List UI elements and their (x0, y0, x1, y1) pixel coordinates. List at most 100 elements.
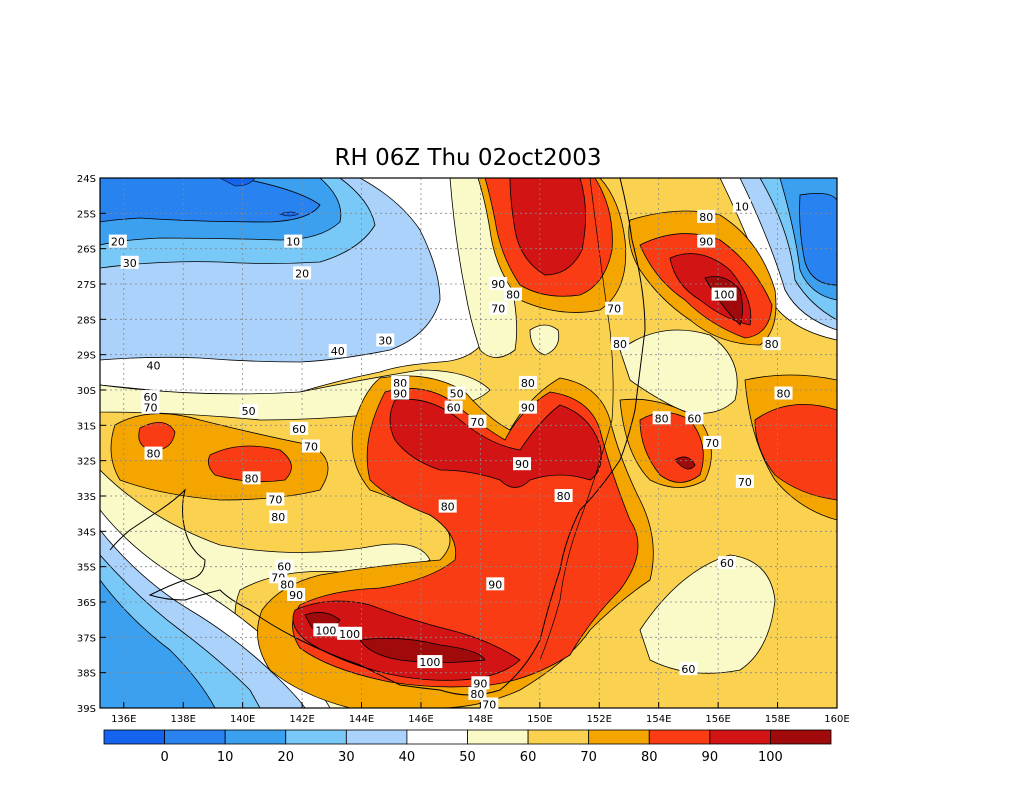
contour-label-bg (471, 676, 490, 690)
x-tick-label: 160E (824, 714, 849, 725)
contour-label-bg (144, 358, 163, 372)
y-tick-label: 38S (77, 669, 96, 680)
x-tick-label: 136E (111, 714, 136, 725)
contour-label: 80 (765, 338, 779, 351)
contour-label: 90 (491, 278, 505, 291)
contour-label-bg (611, 337, 630, 351)
contour-label-bg (447, 386, 466, 400)
contour-label: 80 (777, 388, 791, 401)
contour-label: 60 (720, 557, 734, 570)
contour-label-bg (438, 499, 457, 513)
contour-label: 10 (286, 236, 300, 249)
chart-title: RH 06Z Thu 02oct2003 (335, 145, 602, 171)
contour-label-bg (266, 492, 285, 506)
contour-label: 70 (268, 494, 282, 507)
contour-label-bg (652, 411, 671, 425)
contour-label: 80 (271, 511, 285, 524)
contour-label-bg (679, 662, 698, 676)
contour-label-bg (417, 655, 443, 669)
colorbar-swatch (527, 729, 590, 745)
contour-label-bg (444, 400, 463, 414)
colorbar-swatch (588, 729, 650, 745)
colorbar-label: 50 (459, 750, 476, 765)
contour-label-bg (512, 457, 531, 471)
contour-label-bg (480, 697, 499, 711)
x-tick-label: 142E (289, 714, 314, 725)
contour-label-bg (762, 337, 781, 351)
colorbar-swatch (345, 729, 408, 745)
colorbar-label: 80 (641, 750, 658, 765)
contour-label-bg (275, 559, 294, 573)
y-tick-label: 26S (77, 245, 96, 256)
region-ge90-east (639, 404, 837, 501)
contour-label-bg (735, 474, 754, 488)
colorbar-label: 20 (277, 750, 294, 765)
colorbar: 0 10 20 30 40 50 60 70 80 90 100 (103, 729, 832, 765)
contour-label-bg (328, 344, 347, 358)
contour-label: 70 (491, 303, 505, 316)
contour-label: 40 (331, 345, 345, 358)
y-tick-label: 36S (77, 598, 96, 609)
colorbar-label: 0 (160, 750, 168, 765)
x-tick-label: 144E (349, 714, 374, 725)
contour-label-bg (468, 414, 487, 428)
contour-label: 100 (339, 628, 360, 641)
contour-label-bg (718, 556, 737, 570)
contour-label-bg (287, 587, 306, 601)
contour-label: 20 (295, 267, 309, 280)
y-tick-label: 27S (77, 280, 96, 291)
x-tick-label: 158E (765, 714, 790, 725)
contour-label: 70 (607, 303, 621, 316)
colorbar-swatch (467, 729, 529, 745)
contour-label: 40 (146, 359, 160, 372)
contour-label-bg (284, 234, 303, 248)
x-axis: 136E 138E 140E 142E 144E 146E 148E 150E 152E 154E… (111, 702, 850, 725)
contour-label-bg (141, 400, 160, 414)
contour-label: 50 (242, 405, 256, 418)
region-ge110 (304, 276, 743, 663)
x-tick-label: 156E (705, 714, 730, 725)
y-tick-label: 30S (77, 386, 96, 397)
contour-label-bg (391, 375, 410, 389)
contour-label-bg (518, 375, 537, 389)
contour-label-bg (697, 209, 716, 223)
x-tick-label: 146E (408, 714, 433, 725)
x-tick-label: 152E (587, 714, 612, 725)
contour-label: 90 (289, 589, 303, 602)
contour-label-bg (711, 287, 737, 301)
contour-label-bg (468, 686, 487, 700)
contour-label-bg (703, 436, 722, 449)
plot-area (100, 178, 837, 708)
x-tick-label: 148E (468, 714, 493, 725)
y-tick-label: 39S (77, 704, 96, 715)
contour-label-bg (337, 626, 363, 640)
contour-label: 80 (506, 289, 520, 302)
x-tick-label: 138E (171, 714, 196, 725)
contour-label-bg (732, 199, 751, 213)
contour-label: 60 (687, 412, 701, 425)
contour-label-bg (554, 489, 573, 502)
contour-label-bg (313, 623, 339, 637)
contour-label-bg (141, 390, 160, 404)
colorbar-label: 70 (580, 750, 597, 765)
colorbar-swatch (224, 729, 287, 745)
contour-label: 80 (146, 448, 160, 461)
contour-label-bg (774, 386, 793, 400)
contour-label: 90 (515, 458, 529, 471)
contour-label: 50 (450, 388, 464, 401)
contour-label: 70 (482, 698, 496, 711)
contour-label: 30 (378, 335, 392, 348)
region-ge100-north (509, 178, 586, 276)
region-lt10 (100, 178, 321, 223)
x-tick-label: 150E (527, 714, 552, 725)
contour-label: 80 (470, 688, 484, 701)
contour-label-bg (518, 400, 537, 414)
contour-label: 80 (245, 472, 259, 485)
contour-label-bg (239, 404, 258, 418)
contour-label-bg (269, 510, 288, 524)
contour-label-bg (489, 277, 508, 290)
contour-label: 70 (144, 402, 158, 415)
y-tick-label: 31S (77, 421, 96, 432)
colorbar-label: 90 (702, 750, 719, 765)
contour-label: 60 (447, 402, 461, 415)
